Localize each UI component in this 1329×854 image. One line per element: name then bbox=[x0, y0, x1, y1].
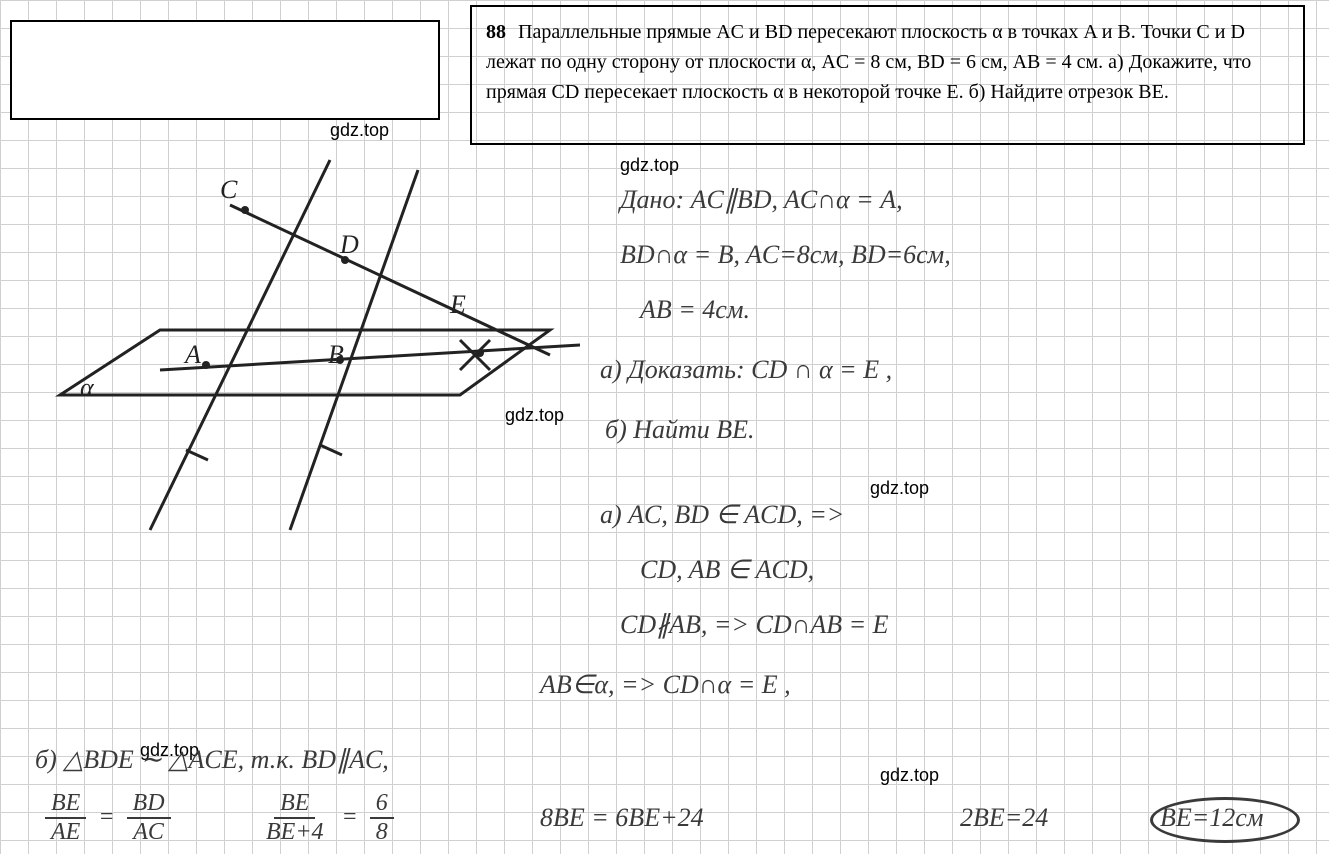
label-alpha: α bbox=[80, 373, 94, 403]
frac-num: BD bbox=[127, 790, 171, 819]
sol-a-l4: AB∈α, => CD∩α = E , bbox=[540, 670, 791, 700]
label-d: D bbox=[340, 230, 359, 260]
given-line3: AB = 4см. bbox=[640, 295, 750, 325]
frac-num: 6 bbox=[370, 790, 394, 819]
sol-b-frac1: BE AE = BD AC bbox=[45, 790, 171, 846]
sol-a-l1: а) AC, BD ∈ ACD, => bbox=[600, 500, 844, 530]
geometry-diagram: C D E A B α bbox=[20, 155, 580, 515]
watermark: gdz.top bbox=[620, 155, 679, 176]
sol-b-frac2: BE BE+4 = 6 8 bbox=[260, 790, 394, 846]
frac-den: 8 bbox=[370, 819, 394, 846]
given-line1: Дано: AC∥BD, AC∩α = A, bbox=[620, 185, 903, 215]
label-c: C bbox=[220, 175, 237, 205]
sol-b-l1: б) △BDE ∼ △ACE, т.к. BD∥AC, bbox=[35, 745, 389, 775]
problem-number: 88 bbox=[486, 21, 506, 43]
sol-a-l3: CD∦AB, => CD∩AB = E bbox=[620, 610, 889, 640]
frac-num: BE bbox=[45, 790, 86, 819]
frac-den: AC bbox=[127, 819, 170, 846]
problem-statement-box: 88 Параллельные прямые AC и BD пересекаю… bbox=[470, 5, 1305, 145]
frac-den: AE bbox=[45, 819, 86, 846]
frac-den: BE+4 bbox=[260, 819, 330, 846]
task-a: а) Доказать: CD ∩ α = E , bbox=[600, 355, 892, 385]
answer-circle bbox=[1150, 797, 1300, 843]
given-line2: BD∩α = B, AC=8см, BD=6см, bbox=[620, 240, 951, 270]
watermark: gdz.top bbox=[880, 765, 939, 786]
sol-b-l3: 2BE=24 bbox=[960, 803, 1048, 833]
label-e: E bbox=[450, 290, 466, 320]
sol-a-l2: CD, AB ∈ ACD, bbox=[640, 555, 814, 585]
frac-num: BE bbox=[274, 790, 315, 819]
task-b: б) Найти BE. bbox=[605, 415, 755, 445]
watermark: gdz.top bbox=[870, 478, 929, 499]
blank-box bbox=[10, 20, 440, 120]
label-a: A bbox=[185, 340, 201, 370]
label-b: B bbox=[328, 340, 344, 370]
watermark: gdz.top bbox=[330, 120, 389, 141]
sol-b-l2: 8BE = 6BE+24 bbox=[540, 803, 704, 833]
problem-text: Параллельные прямые AC и BD пересекают п… bbox=[486, 21, 1251, 103]
